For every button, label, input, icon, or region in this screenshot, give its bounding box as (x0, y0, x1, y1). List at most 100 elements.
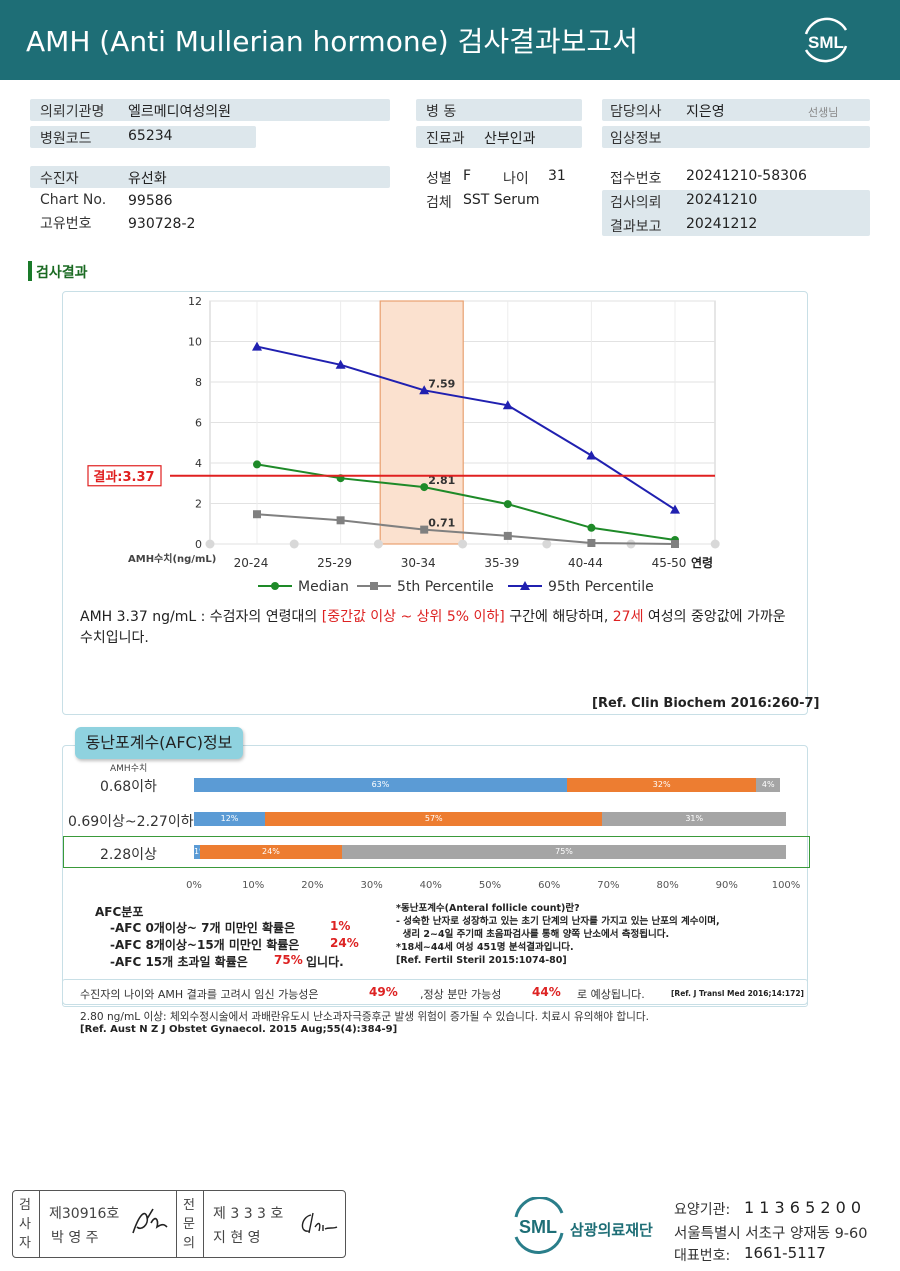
data-point (587, 523, 596, 532)
hospital-code-label: 병원코드 (40, 131, 92, 147)
pregnancy-box (62, 979, 808, 1007)
legend-label: 95th Percentile (548, 579, 654, 595)
tester-signature-icon (132, 1208, 168, 1234)
request-label: 검사의뢰 (610, 195, 662, 211)
afc-dist-line: -AFC 0개이상~ 7개 미만인 확률은 1% (110, 919, 350, 936)
doctor-value: 지은영 (686, 104, 725, 120)
afc-note-line: - 성숙한 난자로 성장하고 있는 초기 단계의 난자를 가지고 있는 난포의 … (396, 916, 720, 927)
x-axis-marker (373, 539, 383, 549)
afc-note-line: [Ref. Fertil Steril 2015:1074-80] (396, 955, 567, 966)
x-axis-marker (458, 539, 468, 549)
highlight-band (379, 300, 464, 545)
age-value: 31 (548, 168, 566, 184)
afc-dist-line: -AFC 15개 초과일 확률은 75% 입니다. (110, 953, 344, 970)
afc-bar-segment: 1% (194, 845, 200, 859)
interp-range: [중간값 이상 ~ 상위 5% 이하] (321, 609, 505, 625)
chart-value: 99586 (128, 193, 173, 209)
specialist-label-char: 문 (183, 1217, 195, 1232)
afc-axis-tick: 0% (186, 880, 202, 891)
data-point (253, 460, 261, 469)
report-value: 20241212 (686, 216, 758, 232)
receipt-value: 20241210-58306 (686, 168, 807, 184)
data-point (253, 510, 261, 519)
afc-bar-segment: 75% (342, 845, 786, 859)
report-label: 결과보고 (610, 219, 662, 235)
afc-axis-tick: 90% (715, 880, 738, 891)
data-point (671, 540, 679, 548)
y-tick-label: 8 (195, 376, 202, 389)
afc-axis-tick: 20% (301, 880, 324, 891)
report-title: AMH (Anti Mullerian hormone) 검사결과보고서 (26, 25, 638, 58)
afc-dist-text: -AFC 8개이상~15개 미만인 확률은 (110, 938, 300, 952)
afc-dist-value: 75% (274, 953, 303, 967)
id-value: 930728-2 (128, 216, 196, 232)
amh-line-chart: 0 2 4 6 8 10 12 20-24 25-29 30-34 35-39 40-44 45-50 연… (87, 295, 720, 595)
org-address: 서울특별시 서초구 양재동 9-60 (674, 1226, 868, 1242)
age-label: 나이 (503, 171, 529, 187)
dept-label: 진료과 (426, 131, 465, 147)
afc-note-line: *동난포계수(Anteral follicle count)란? (396, 903, 580, 914)
patient-value: 유선화 (128, 171, 167, 187)
x-tick-label: 35-39 (484, 556, 519, 570)
afc-note: *동난포계수(Anteral follicle count)란? - 성숙한 난자… (396, 902, 720, 967)
specialist-name: 지 현 영 (213, 1230, 261, 1246)
afc-dist-text: -AFC 15개 초과일 확률은 (110, 955, 248, 969)
org-name: 삼광의료재단 (570, 1221, 653, 1239)
data-point (587, 538, 596, 547)
afc-axis-tick: 100% (771, 880, 801, 891)
interp-part2: 구간에 해당하며, (504, 609, 613, 625)
afc-row-label: 2.28이상 (100, 847, 157, 863)
delivery-value: 44% (532, 985, 561, 999)
data-label: 2.81 (428, 474, 455, 487)
afc-row-label: 0.69이상~2.27이하 (68, 814, 194, 830)
chart-label: Chart No. (40, 192, 107, 208)
afc-dist-text: -AFC 0개이상~ 7개 미만인 확률은 (110, 921, 296, 935)
data-point (503, 531, 512, 540)
afc-bar-segment: 24% (199, 845, 342, 859)
ward-label: 병 동 (426, 104, 457, 120)
data-point (586, 450, 597, 460)
tester-no: 제30916호 (49, 1206, 120, 1222)
tester-label-char: 검 (19, 1198, 31, 1213)
specialist-label-char: 전 (183, 1198, 195, 1213)
section-title: 검사결과 (36, 265, 88, 281)
x-tick-label: 25-29 (317, 556, 352, 570)
svg-text:SML: SML (808, 33, 844, 52)
id-label: 고유번호 (40, 216, 92, 232)
pregnancy-text: 수진자의 나이와 AMH 결과를 고려시 임신 가능성은 (80, 988, 319, 1001)
result-label: 결과:3.37 (93, 469, 154, 485)
afc-axis-tick: 60% (538, 880, 561, 891)
pregnancy-value: 49% (369, 985, 398, 999)
data-point (335, 359, 346, 369)
specimen-label: 검체 (426, 195, 452, 211)
afc-dist-title: AFC분포 (95, 905, 144, 919)
legend-marker (271, 582, 279, 590)
series-line (256, 345, 676, 511)
sml-logo-icon: SML (804, 17, 848, 63)
y-tick-label: 2 (195, 498, 202, 511)
institution-value: 엘르메디여성의원 (128, 104, 232, 120)
afc-dist-value: 24% (330, 936, 359, 950)
x-axis-marker (289, 539, 299, 549)
receipt-label: 접수번호 (610, 171, 662, 187)
tester-label-char: 사 (19, 1217, 31, 1232)
tester-label-cell: 검 사 자 (13, 1191, 40, 1257)
data-point (502, 400, 513, 410)
specialist-no: 제 3 3 3 호 (213, 1206, 284, 1222)
y-tick-label: 10 (188, 336, 202, 349)
x-axis-marker (710, 539, 720, 549)
warning-ref: [Ref. Aust N Z J Obstet Gynaecol. 2015 A… (80, 1024, 398, 1035)
sml-org-logo-icon: SML (514, 1197, 564, 1254)
clinical-label: 임상정보 (610, 131, 662, 147)
data-point (419, 385, 430, 395)
data-point (420, 525, 429, 534)
y-tick-label: 0 (195, 538, 202, 551)
data-point (670, 504, 680, 514)
legend-marker (370, 582, 378, 590)
result-label-box (87, 465, 162, 487)
afc-bar-segment: 12% (194, 812, 266, 826)
afc-bar-segment: 4% (756, 778, 781, 792)
afc-bar-segment: 31% (602, 812, 786, 826)
signature-box: 검 사 자 제30916호 박 영 주 전 문 의 제 3 3 3 호 지 현 … (12, 1190, 346, 1258)
legend-label: Median (298, 579, 349, 595)
